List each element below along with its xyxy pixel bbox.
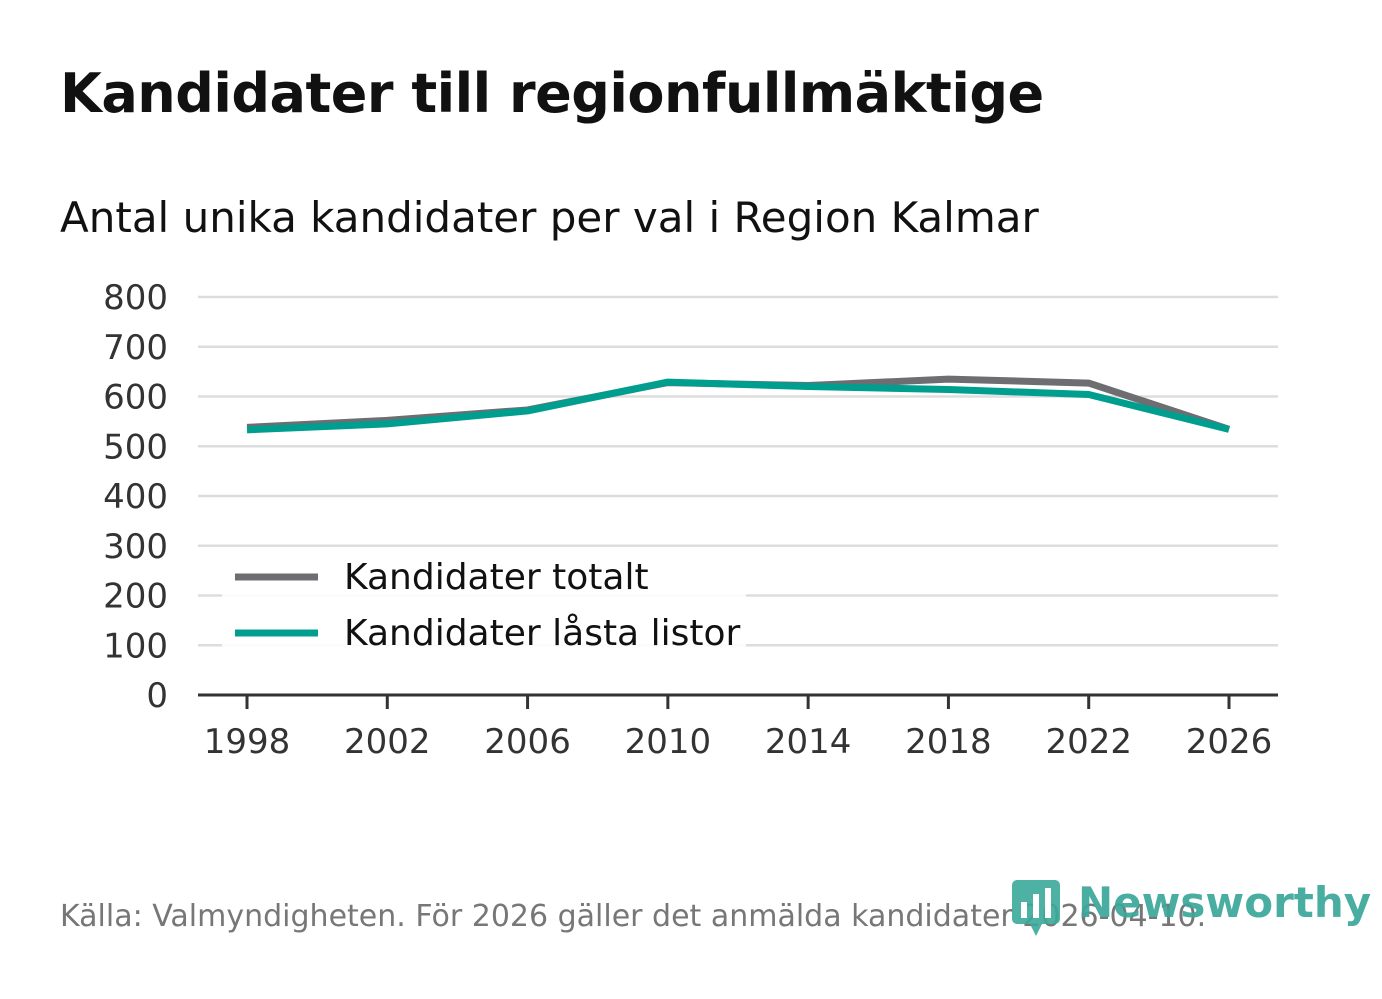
y-tick-label: 600	[103, 378, 168, 418]
x-tick-label: 2006	[484, 722, 571, 762]
x-tick-label: 2022	[1045, 722, 1132, 762]
logo-text: Newsworthy	[1078, 878, 1372, 927]
chart-subtitle: Antal unika kandidater per val i Region …	[60, 193, 1039, 242]
newsworthy-logo: Newsworthy	[1010, 878, 1371, 938]
y-tick-label: 300	[103, 527, 168, 567]
series-line-kandidater-lasta-listor	[246, 378, 1230, 434]
y-tick-label: 400	[103, 477, 168, 517]
x-tick-label: 1998	[204, 722, 291, 762]
x-tick-label: 2026	[1186, 722, 1273, 762]
x-tick-label: 2010	[625, 722, 712, 762]
chart-title: Kandidater till regionfullmäktige	[60, 62, 1044, 125]
bar-chart-icon	[1010, 878, 1062, 938]
x-tick-label: 2018	[905, 722, 992, 762]
y-tick-label: 0	[146, 676, 168, 716]
x-tick-label: 2014	[765, 722, 852, 762]
y-tick-label: 800	[103, 278, 168, 318]
y-tick-label: 200	[103, 577, 168, 617]
y-tick-label: 700	[103, 328, 168, 368]
legend-label: Kandidater låsta listor	[344, 613, 740, 654]
y-tick-label: 500	[103, 427, 168, 467]
y-tick-label: 100	[103, 626, 168, 666]
x-tick-label: 2002	[344, 722, 431, 762]
legend-label: Kandidater totalt	[344, 557, 649, 598]
